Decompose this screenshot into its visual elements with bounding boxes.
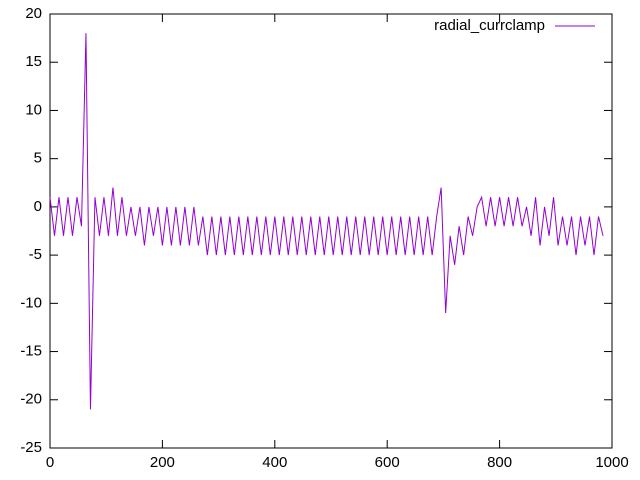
legend-label: radial_currclamp	[434, 17, 545, 34]
plot-border	[49, 13, 613, 449]
x-tick-label: 1000	[595, 454, 628, 471]
x-tick-label: 800	[487, 454, 512, 471]
x-tick-label: 400	[262, 454, 287, 471]
y-tick-label: 15	[25, 53, 42, 70]
y-tick-label: 0	[34, 198, 42, 215]
data-line	[49, 33, 604, 410]
x-tick-label: 0	[46, 454, 54, 471]
y-tick-label: 20	[25, 5, 42, 22]
y-tick-label: -10	[20, 294, 42, 311]
y-tick-label: 10	[25, 101, 42, 118]
x-tick-label: 600	[375, 454, 400, 471]
y-tick-label: -20	[20, 391, 42, 408]
y-tick-label: -5	[29, 246, 42, 263]
y-tick-label: -15	[20, 343, 42, 360]
y-tick-label: 5	[34, 150, 42, 167]
x-tick-label: 200	[150, 454, 175, 471]
y-tick-label: -25	[20, 439, 42, 456]
